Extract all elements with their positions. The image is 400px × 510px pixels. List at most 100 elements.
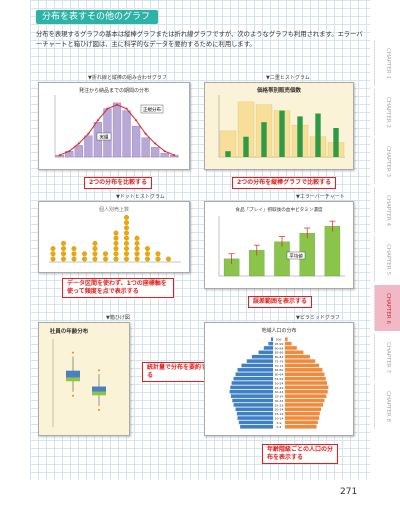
age-label: 10-14 [275, 416, 284, 420]
outlier-point [72, 351, 74, 354]
chart-title: 食品「プレイ」摂取後の血中ビタミン濃度 [235, 206, 323, 213]
pyramid-bar-left [237, 368, 273, 372]
pyramid-bar-left [235, 372, 273, 377]
dot-marker [50, 246, 56, 252]
age-label: 95-99 [275, 342, 284, 346]
dot-marker [92, 246, 98, 252]
box-lower [66, 377, 80, 382]
age-label: 50-54 [275, 381, 284, 385]
curve-point [135, 119, 138, 122]
pyramid-bar-right [285, 381, 328, 385]
dot-marker [113, 246, 119, 252]
pyramid-bar-left [251, 354, 273, 359]
curve-point [163, 150, 166, 153]
pyramid-bar-right [285, 407, 322, 412]
mean-label: 平均値 [289, 253, 303, 260]
pyramid-bar-right [285, 350, 304, 355]
pyramid-bar-left [233, 403, 273, 407]
chapter-tab-active[interactable]: CHAPTER 6 [374, 285, 400, 331]
chart-title: 価格帯別販売個数 [256, 86, 302, 94]
pyramid-bar-left [268, 341, 273, 346]
dot-marker [134, 235, 140, 241]
double-histogram-svg: 価格帯別販売個数 [218, 86, 345, 158]
dot-histogram-svg: 個人別売上数 [49, 206, 181, 263]
chapter-tab[interactable]: CHAPTER 3 [374, 138, 400, 184]
chapter-tab[interactable]: CHAPTER 7 [374, 334, 400, 380]
age-label: 75-79 [275, 359, 284, 363]
dot-marker [71, 251, 77, 257]
histogram-bar [74, 145, 83, 158]
outlier-point [98, 408, 100, 411]
histogram-bar [84, 135, 93, 158]
pyramid-bar-right [285, 359, 316, 363]
curve-point [154, 142, 157, 145]
dot-marker [124, 225, 129, 231]
age-label: 0-4 [277, 425, 282, 429]
chapter-tab[interactable]: CHAPTER 5 [374, 236, 400, 282]
curve-point [87, 132, 90, 135]
dot-marker [113, 256, 119, 262]
callout-box-summary: 統計量で分布を要約する [142, 362, 212, 382]
pyramid-bar-right [285, 368, 323, 372]
chapter-tab[interactable]: CHAPTER 2 [374, 89, 400, 135]
dot-marker [124, 235, 129, 241]
curve-point [116, 103, 118, 106]
error-bar-svg: 食品「プレイ」摂取後の血中ビタミン濃度 平均値 [218, 206, 345, 277]
panel-caption: ▼ドットヒストグラム [116, 194, 165, 200]
pyramid-svg: 地域人口の分布 100-95-9990-9485-8980-8475-7970-… [229, 327, 329, 429]
chapter-tab[interactable]: CHAPTER 8 [374, 383, 400, 429]
chapter-tabs: CHAPTER 1 CHAPTER 2 CHAPTER 3 CHAPTER 4 … [374, 40, 400, 432]
chapter-tab[interactable]: CHAPTER 4 [374, 187, 400, 233]
pyramid-bar-left [236, 411, 273, 416]
dot-marker [71, 256, 77, 262]
bar-series-2 [297, 116, 303, 157]
chart-title: 社員の年齢分布 [49, 327, 89, 335]
population-pyramid-chart: 地域人口の分布 100- 95-99 90-94 85-89 80-84 75-79 70-… [204, 322, 354, 436]
outlier-point [72, 394, 74, 397]
curve-point [144, 132, 147, 135]
dot-marker [113, 240, 119, 246]
dot-marker [103, 251, 108, 257]
pyramid-bar-left [246, 359, 273, 363]
pyramid-bar-right [285, 376, 326, 381]
curve-point [125, 107, 128, 110]
age-label: 100- [276, 338, 283, 342]
pyramid-bar-right [285, 363, 320, 368]
dot-marker [113, 251, 119, 257]
panel-caption: ▼二重ヒストグラム [266, 75, 310, 81]
bar-label: 実績 [100, 134, 109, 141]
pyramid-bar-right [285, 341, 292, 346]
callout-compare: 2つの分布を比較する [84, 177, 153, 189]
dot-marker [103, 256, 108, 262]
panel-caption: ▼ピラミッドグラフ [296, 315, 340, 321]
bar-series-2 [315, 113, 321, 157]
dot-marker [61, 240, 66, 246]
dot-marker [155, 251, 161, 257]
dot-histogram-chart: 個人別売上数 [38, 201, 190, 273]
pyramid-bar-left [238, 420, 273, 425]
pyramid-bar-right [285, 389, 328, 394]
pyramid-bar-left [240, 425, 273, 429]
bar-series-2 [333, 128, 339, 157]
dot-marker [82, 251, 87, 257]
age-label: 60-64 [275, 373, 284, 377]
callout-dot-histogram: データ区間を使わず、1つの座標軸を使って頻度を点で表示する [62, 278, 174, 298]
histogram-svg: 発注から納品までの期間の分布 正規分布 実績 [54, 87, 179, 158]
pyramid-bar-left [237, 416, 273, 420]
histogram-bar [151, 147, 160, 158]
pyramid-bar-right [285, 354, 310, 359]
bar-series-2 [261, 122, 267, 157]
dot-marker [134, 240, 140, 246]
panel-caption: ▼エラーバーチャート [296, 194, 345, 200]
callout-error-range: 誤差範囲を表示する [248, 296, 313, 308]
dot-marker [124, 220, 129, 226]
age-label: 85-89 [275, 351, 284, 355]
dot-marker [92, 240, 98, 246]
dot-marker [124, 246, 129, 252]
histogram-bar [122, 110, 131, 158]
chapter-tab[interactable]: CHAPTER 1 [374, 40, 400, 86]
callout-compare-bars: 2つの分布を縦棒グラフで比較する [232, 177, 337, 189]
box-plot-chart: 社員の年齢分布 [38, 322, 130, 436]
dot-marker [71, 246, 77, 252]
dot-marker [113, 230, 119, 236]
